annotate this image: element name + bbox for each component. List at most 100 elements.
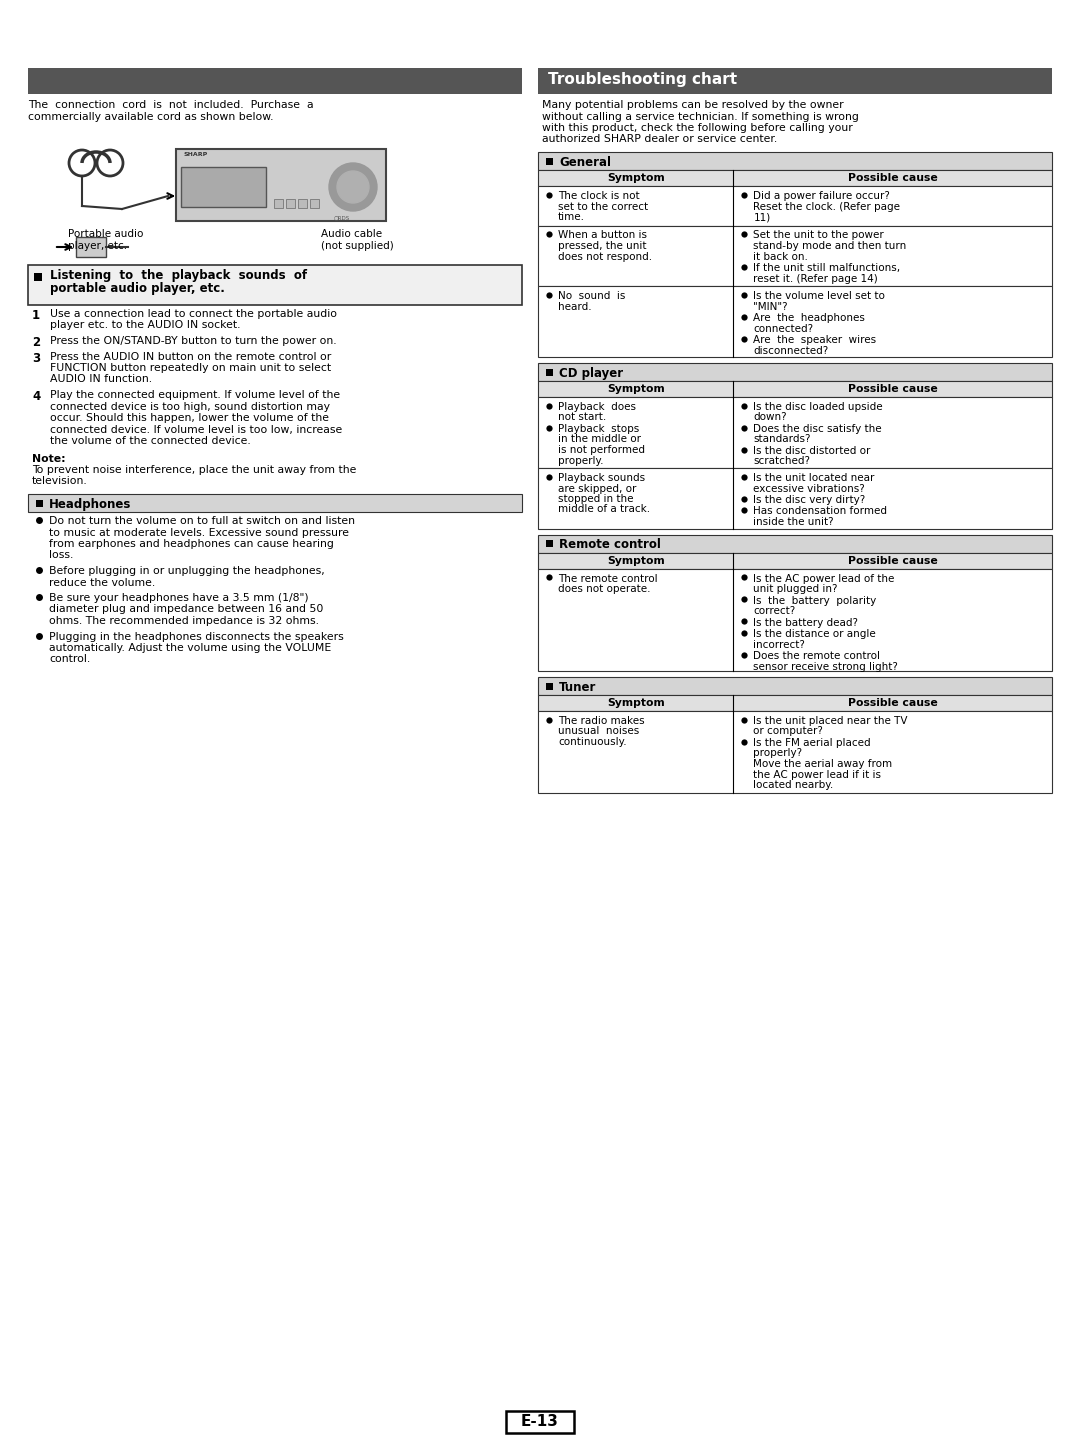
Text: excessive vibrations?: excessive vibrations? xyxy=(754,483,865,494)
Text: heard.: heard. xyxy=(558,301,592,312)
Text: Symptom: Symptom xyxy=(607,556,664,565)
Text: To prevent noise interference, place the unit away from the: To prevent noise interference, place the… xyxy=(32,464,356,475)
Text: Is the FM aerial placed: Is the FM aerial placed xyxy=(754,738,870,748)
Text: Do not turn the volume on to full at switch on and listen: Do not turn the volume on to full at swi… xyxy=(49,515,355,526)
Bar xyxy=(545,683,553,690)
Bar xyxy=(538,397,1052,467)
Text: Reset the clock. (Refer page: Reset the clock. (Refer page xyxy=(754,201,901,211)
Text: it back on.: it back on. xyxy=(754,252,808,262)
Text: standards?: standards? xyxy=(754,434,811,444)
Text: with this product, check the following before calling your: with this product, check the following b… xyxy=(542,122,853,132)
Text: Has condensation formed: Has condensation formed xyxy=(754,507,888,517)
Text: Play the connected equipment. If volume level of the: Play the connected equipment. If volume … xyxy=(50,390,340,400)
Bar xyxy=(538,68,1052,95)
Text: player etc. to the AUDIO IN socket.: player etc. to the AUDIO IN socket. xyxy=(50,320,241,331)
Text: set to the correct: set to the correct xyxy=(558,201,648,211)
Text: stopped in the: stopped in the xyxy=(558,494,634,504)
Text: not start.: not start. xyxy=(558,412,606,422)
Bar xyxy=(538,695,1052,711)
Text: CD player: CD player xyxy=(559,367,623,380)
Text: Possible cause: Possible cause xyxy=(848,384,937,395)
Text: Is the disc very dirty?: Is the disc very dirty? xyxy=(754,495,865,505)
Bar xyxy=(538,568,1052,671)
Text: FUNCTION button repeatedly on main unit to select: FUNCTION button repeatedly on main unit … xyxy=(50,363,332,373)
Text: Headphones: Headphones xyxy=(49,498,132,511)
Bar xyxy=(310,199,319,208)
Text: When a button is: When a button is xyxy=(558,230,647,240)
Text: reduce the volume.: reduce the volume. xyxy=(49,578,156,588)
Text: 3: 3 xyxy=(32,351,40,364)
Circle shape xyxy=(329,163,377,211)
Text: The clock is not: The clock is not xyxy=(558,191,639,201)
Text: E-13: E-13 xyxy=(521,1414,559,1428)
Text: to music at moderate levels. Excessive sound pressure: to music at moderate levels. Excessive s… xyxy=(49,527,349,537)
Text: the AC power lead if it is: the AC power lead if it is xyxy=(754,770,881,779)
Text: located nearby.: located nearby. xyxy=(754,780,834,791)
Bar xyxy=(538,151,1052,170)
Text: Move the aerial away from: Move the aerial away from xyxy=(754,759,892,769)
Bar xyxy=(538,285,1052,357)
Text: Did a power failure occur?: Did a power failure occur? xyxy=(754,191,890,201)
Text: Possible cause: Possible cause xyxy=(848,173,937,183)
Text: Is  the  battery  polarity: Is the battery polarity xyxy=(754,596,877,606)
Text: Troubleshooting chart: Troubleshooting chart xyxy=(548,71,738,87)
Text: connected device. If volume level is too low, increase: connected device. If volume level is too… xyxy=(50,425,342,434)
Text: Portable audio
player, etc.: Portable audio player, etc. xyxy=(68,229,144,250)
Text: disconnected?: disconnected? xyxy=(754,345,828,355)
Text: Does the remote control: Does the remote control xyxy=(754,651,880,661)
Text: or computer?: or computer? xyxy=(754,727,823,737)
Text: occur. Should this happen, lower the volume of the: occur. Should this happen, lower the vol… xyxy=(50,414,329,424)
Bar xyxy=(176,149,386,221)
Bar xyxy=(28,494,522,513)
Text: 4: 4 xyxy=(32,390,40,403)
Text: Is the AC power lead of the: Is the AC power lead of the xyxy=(754,574,894,584)
Text: are skipped, or: are skipped, or xyxy=(558,483,636,494)
Text: connected device is too high, sound distortion may: connected device is too high, sound dist… xyxy=(50,402,330,412)
Text: automatically. Adjust the volume using the VOLUME: automatically. Adjust the volume using t… xyxy=(49,644,332,652)
Text: properly?: properly? xyxy=(754,748,802,759)
Bar xyxy=(286,199,295,208)
Text: Is the volume level set to: Is the volume level set to xyxy=(754,291,886,301)
Text: Tuner: Tuner xyxy=(559,681,596,695)
Text: Press the AUDIO IN button on the remote control or: Press the AUDIO IN button on the remote … xyxy=(50,351,332,361)
Text: Playback  stops: Playback stops xyxy=(558,424,639,434)
Text: continuously.: continuously. xyxy=(558,737,626,747)
Text: Symptom: Symptom xyxy=(607,384,664,395)
Text: Is the unit placed near the TV: Is the unit placed near the TV xyxy=(754,716,908,727)
Text: Is the disc distorted or: Is the disc distorted or xyxy=(754,446,870,456)
Text: Before plugging in or unplugging the headphones,: Before plugging in or unplugging the hea… xyxy=(49,566,325,577)
Bar xyxy=(538,381,1052,397)
Text: sensor receive strong light?: sensor receive strong light? xyxy=(754,661,899,671)
Bar xyxy=(36,499,42,507)
Text: Are  the  speaker  wires: Are the speaker wires xyxy=(754,335,877,345)
Text: If the unit still malfunctions,: If the unit still malfunctions, xyxy=(754,264,901,272)
Text: unit plugged in?: unit plugged in? xyxy=(754,584,838,594)
Text: down?: down? xyxy=(754,412,787,422)
Text: pressed, the unit: pressed, the unit xyxy=(558,242,647,250)
Text: without calling a service technician. If something is wrong: without calling a service technician. If… xyxy=(542,112,859,121)
Text: diameter plug and impedance between 16 and 50: diameter plug and impedance between 16 a… xyxy=(49,604,323,614)
Text: Remote control: Remote control xyxy=(559,539,661,552)
Text: AUDIO IN function.: AUDIO IN function. xyxy=(50,374,152,384)
Text: Is the disc loaded upside: Is the disc loaded upside xyxy=(754,402,883,412)
Text: scratched?: scratched? xyxy=(754,457,810,466)
Text: Plugging in the headphones disconnects the speakers: Plugging in the headphones disconnects t… xyxy=(49,632,343,642)
Text: Is the battery dead?: Is the battery dead? xyxy=(754,617,859,628)
Text: 11): 11) xyxy=(754,213,770,221)
Text: General: General xyxy=(559,156,611,169)
Bar xyxy=(545,157,553,165)
Text: unusual  noises: unusual noises xyxy=(558,727,639,737)
Bar xyxy=(545,368,553,376)
Text: "MIN"?: "MIN"? xyxy=(754,301,788,312)
Text: commercially available cord as shown below.: commercially available cord as shown bel… xyxy=(28,112,273,121)
Bar xyxy=(28,265,522,304)
Text: The radio makes: The radio makes xyxy=(558,716,645,727)
Text: Are  the  headphones: Are the headphones xyxy=(754,313,865,323)
Text: The remote control: The remote control xyxy=(558,574,658,584)
Text: Possible cause: Possible cause xyxy=(848,697,937,708)
Text: SHARP: SHARP xyxy=(184,151,208,157)
Bar xyxy=(538,534,1052,552)
Text: time.: time. xyxy=(558,213,585,221)
Text: loss.: loss. xyxy=(49,550,73,561)
Bar xyxy=(545,540,553,547)
